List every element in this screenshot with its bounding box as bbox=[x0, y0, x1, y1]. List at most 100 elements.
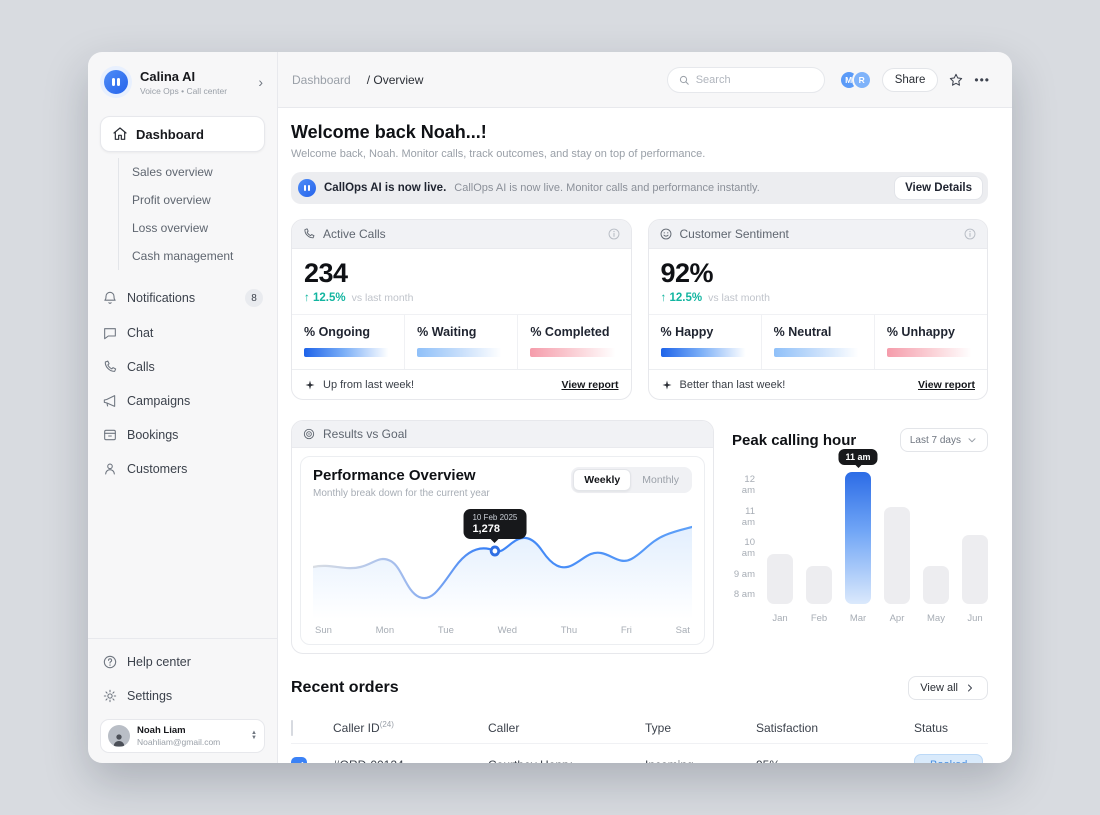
stat-column-ongoing: % Ongoing bbox=[292, 315, 404, 369]
date-range-dropdown[interactable]: Last 7 days bbox=[899, 428, 988, 452]
peak-bar[interactable] bbox=[806, 566, 832, 604]
table-row[interactable]: #ORD-00124 Courtbey Henry Incoming 95% B… bbox=[291, 743, 988, 763]
sidebar-item-label: Dashboard bbox=[136, 126, 204, 142]
more-options-icon[interactable]: ••• bbox=[974, 72, 990, 87]
callops-logo-icon bbox=[298, 179, 316, 197]
peak-x-label: Mar bbox=[849, 613, 867, 624]
stat-column-completed: % Completed bbox=[517, 315, 630, 369]
person-icon bbox=[113, 734, 125, 747]
sidebar-item-label: Notifications bbox=[127, 291, 196, 305]
breadcrumb-parent[interactable]: Dashboard bbox=[292, 72, 351, 87]
active-calls-card: Active Calls 234 ↑ 12.5% vs last month bbox=[291, 219, 632, 400]
peak-bar[interactable] bbox=[845, 472, 871, 604]
search-icon bbox=[679, 75, 689, 85]
toggle-monthly[interactable]: Monthly bbox=[642, 474, 679, 486]
sidebar-item-sales-overview[interactable]: Sales overview bbox=[132, 165, 213, 179]
perf-x-label: Tue bbox=[437, 625, 454, 636]
user-menu[interactable]: Noah Liam Noahliam@gmail.com ▲ ▼ bbox=[100, 719, 265, 753]
select-all-checkbox[interactable] bbox=[291, 719, 293, 736]
avatar-r[interactable]: R bbox=[851, 69, 872, 90]
breadcrumb-current[interactable]: / Overview bbox=[366, 72, 424, 87]
stat-column-waiting: % Waiting bbox=[404, 315, 517, 369]
home-icon bbox=[113, 127, 127, 140]
line-chart-svg bbox=[313, 525, 692, 619]
stat-cards-row: Active Calls 234 ↑ 12.5% vs last month bbox=[291, 219, 988, 400]
section-title: Peak calling hour bbox=[732, 431, 857, 449]
view-details-button[interactable]: View Details bbox=[894, 176, 983, 200]
sidebar-collapse-icon[interactable]: › bbox=[258, 74, 263, 90]
status-badge[interactable]: Booked bbox=[914, 754, 984, 763]
notifications-badge: 8 bbox=[245, 289, 263, 307]
peak-y-label: 8 am bbox=[733, 589, 755, 600]
phone-icon bbox=[304, 228, 315, 239]
sidebar-item-customers[interactable]: Customers bbox=[88, 452, 277, 486]
sidebar-item-dashboard[interactable]: Dashboard bbox=[100, 116, 265, 152]
sidebar-item-label: Campaigns bbox=[127, 394, 191, 408]
column-header-type: Type bbox=[645, 720, 672, 735]
waiting-bar bbox=[417, 348, 506, 357]
peak-bar[interactable] bbox=[884, 507, 910, 604]
sidebar-item-bookings[interactable]: Bookings bbox=[88, 418, 277, 452]
stat-column-unhappy: % Unhappy bbox=[873, 315, 987, 369]
sidebar-item-label: Calls bbox=[127, 360, 155, 374]
sidebar-item-settings[interactable]: Settings bbox=[88, 679, 277, 713]
sidebar-item-campaigns[interactable]: Campaigns bbox=[88, 384, 277, 418]
toggle-weekly[interactable]: Weekly bbox=[573, 469, 632, 491]
card-title: Active Calls bbox=[323, 227, 386, 241]
perf-x-label: Wed bbox=[497, 625, 517, 636]
check-icon bbox=[301, 762, 304, 763]
peak-bar[interactable] bbox=[923, 566, 949, 604]
peak-bar[interactable] bbox=[767, 554, 793, 604]
footer-note: Better than last week! bbox=[679, 378, 786, 391]
peak-bar-column: Jun bbox=[962, 472, 988, 624]
target-icon bbox=[303, 428, 315, 440]
user-name: Noah Liam bbox=[137, 725, 186, 736]
perf-x-label: Sat bbox=[675, 625, 690, 636]
row-checkbox[interactable] bbox=[291, 757, 307, 763]
peak-bar-column: Jan bbox=[767, 472, 793, 624]
info-icon[interactable] bbox=[607, 227, 621, 241]
completed-bar bbox=[530, 348, 619, 357]
sidebar: Calina AI Voice Ops • Call center › Dash… bbox=[88, 52, 278, 763]
peak-bar-column: Feb bbox=[806, 472, 832, 624]
favorite-star-icon[interactable] bbox=[948, 72, 964, 88]
peak-bar-chart[interactable]: 12 am 11 am 10 am 9 am 8 am Jan Feb 11 am Mar Ap… bbox=[732, 449, 988, 624]
peak-bar-column: Apr bbox=[884, 472, 910, 624]
info-icon[interactable] bbox=[963, 227, 977, 241]
search-input[interactable] bbox=[695, 73, 814, 86]
user-avatar bbox=[108, 725, 130, 747]
chart-subtitle: Monthly break down for the current year bbox=[313, 488, 490, 499]
sidebar-item-cash-management[interactable]: Cash management bbox=[132, 249, 234, 263]
column-header-status: Status bbox=[914, 720, 949, 735]
banner-title: CallOps AI is now live. bbox=[324, 182, 447, 194]
view-report-link[interactable]: View report bbox=[561, 378, 619, 391]
change-note: vs last month bbox=[708, 292, 770, 304]
sidebar-item-help-center[interactable]: Help center bbox=[88, 645, 277, 679]
recent-orders-section: Recent orders View all Caller ID(24) Cal… bbox=[291, 676, 988, 763]
view-all-button[interactable]: View all bbox=[908, 676, 988, 700]
peak-x-label: Jan bbox=[772, 613, 788, 624]
user-menu-stepper-icon[interactable]: ▲ ▼ bbox=[251, 730, 257, 741]
sidebar-item-loss-overview[interactable]: Loss overview bbox=[132, 221, 209, 235]
share-button[interactable]: Share bbox=[881, 67, 939, 92]
sidebar-item-notifications[interactable]: Notifications 8 bbox=[88, 280, 277, 316]
performance-line-chart[interactable]: 10 Feb 2025 1,278 bbox=[313, 507, 692, 619]
sidebar-item-label: Settings bbox=[127, 689, 173, 703]
peak-bar[interactable] bbox=[962, 535, 988, 604]
sidebar-item-chat[interactable]: Chat bbox=[88, 316, 277, 350]
chart-tooltip: 10 Feb 2025 1,278 bbox=[463, 509, 527, 539]
sidebar-item-profit-overview[interactable]: Profit overview bbox=[132, 193, 211, 207]
page-subtitle: Welcome back, Noah. Monitor calls, track… bbox=[291, 148, 706, 160]
main-column: Dashboard / Overview M R Share ••• We bbox=[278, 52, 1012, 763]
ongoing-bar bbox=[304, 348, 393, 357]
sidebar-item-calls[interactable]: Calls bbox=[88, 350, 277, 384]
megaphone-icon bbox=[103, 395, 116, 407]
search-bar[interactable] bbox=[666, 66, 825, 93]
cell-satisfaction: 95% bbox=[756, 758, 914, 763]
footer-note: Up from last week! bbox=[323, 378, 415, 391]
peak-y-label: 10 am bbox=[741, 537, 755, 559]
top-bar: Dashboard / Overview M R Share ••• bbox=[278, 52, 1012, 108]
gear-icon bbox=[103, 689, 117, 703]
view-report-link[interactable]: View report bbox=[918, 378, 975, 391]
